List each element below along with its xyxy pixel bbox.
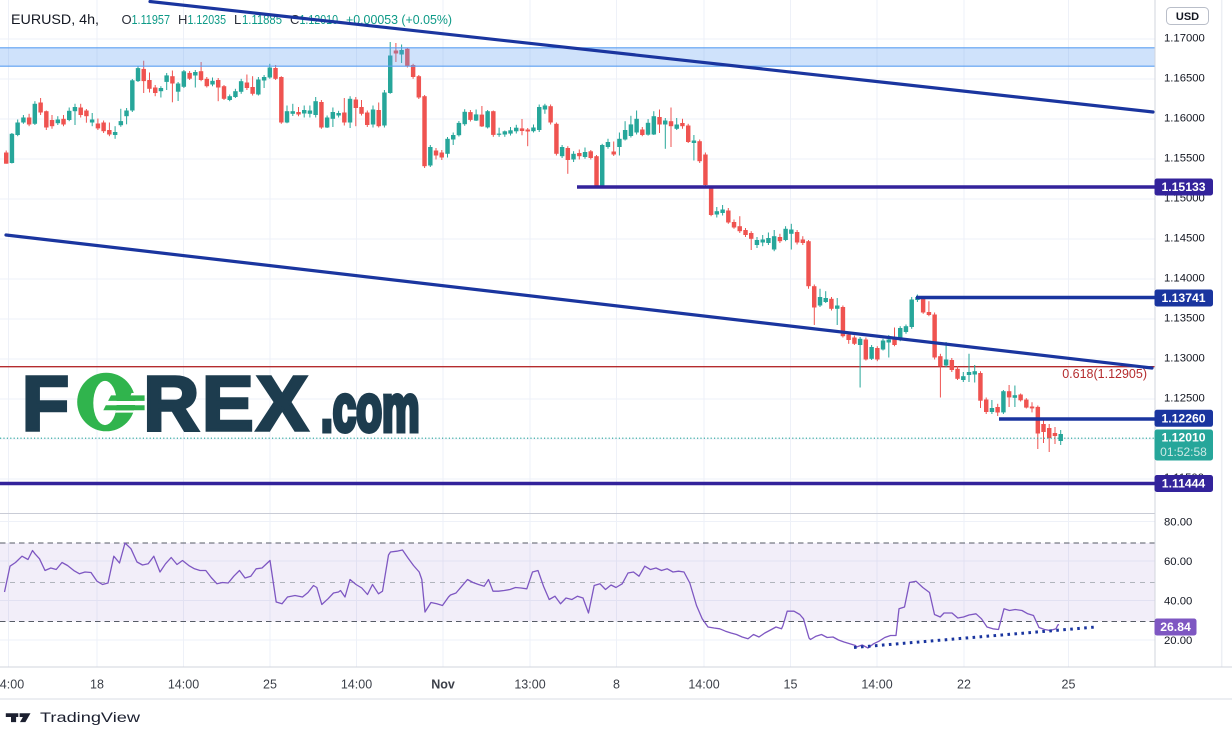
svg-text:14:00: 14:00 <box>341 678 372 692</box>
svg-text:O: O <box>122 12 132 27</box>
svg-text:26.84: 26.84 <box>1160 620 1191 634</box>
svg-text:18: 18 <box>90 678 104 692</box>
svg-text:60.00: 60.00 <box>1164 556 1192 568</box>
svg-text:14:00: 14:00 <box>688 678 719 692</box>
svg-text:1.12010: 1.12010 <box>1161 431 1205 445</box>
svg-text:1.15133: 1.15133 <box>1161 180 1205 194</box>
svg-text:80.00: 80.00 <box>1164 517 1192 529</box>
svg-text:14:00: 14:00 <box>861 678 892 692</box>
svg-text:1.15500: 1.15500 <box>1164 153 1205 165</box>
svg-text:USD: USD <box>1176 11 1199 23</box>
svg-text:Nov: Nov <box>431 678 455 692</box>
svg-text:1.16500: 1.16500 <box>1164 73 1205 85</box>
svg-text:1.16000: 1.16000 <box>1164 113 1205 125</box>
svg-text:01:52:58: 01:52:58 <box>1160 445 1207 459</box>
svg-text:F: F <box>22 361 69 447</box>
svg-text:1.11444: 1.11444 <box>1162 477 1206 491</box>
svg-text:1.12500: 1.12500 <box>1164 393 1205 405</box>
svg-text:H: H <box>178 12 187 27</box>
svg-text:REX: REX <box>144 361 311 447</box>
svg-text:1.12260: 1.12260 <box>1161 411 1205 425</box>
svg-text:0.618(1.12905): 0.618(1.12905) <box>1062 367 1147 381</box>
svg-text:1.13000: 1.13000 <box>1164 353 1205 365</box>
svg-text:1.14500: 1.14500 <box>1164 233 1205 245</box>
svg-text:40.00: 40.00 <box>1164 596 1192 608</box>
svg-text:15: 15 <box>784 678 798 692</box>
svg-text:25: 25 <box>1062 678 1076 692</box>
svg-text:20.00: 20.00 <box>1164 635 1192 647</box>
svg-text:1.13741: 1.13741 <box>1161 291 1205 305</box>
svg-text:.com: .com <box>321 371 420 445</box>
svg-text:TradingView: TradingView <box>40 710 140 725</box>
svg-text:+0.00053 (+0.05%): +0.00053 (+0.05%) <box>346 12 452 27</box>
svg-text:22: 22 <box>957 678 971 692</box>
svg-text:1.11957: 1.11957 <box>132 12 171 27</box>
svg-text:1.13500: 1.13500 <box>1164 313 1205 325</box>
svg-text:13:00: 13:00 <box>514 678 545 692</box>
svg-text:C: C <box>290 12 299 27</box>
svg-text:8: 8 <box>613 678 620 692</box>
svg-text:1.17000: 1.17000 <box>1164 33 1205 45</box>
svg-text:14:00: 14:00 <box>168 678 199 692</box>
svg-text:L: L <box>234 12 241 27</box>
svg-text:1.12035: 1.12035 <box>188 12 227 27</box>
svg-text:25: 25 <box>263 678 277 692</box>
svg-text:EURUSD, 4h,: EURUSD, 4h, <box>11 12 99 27</box>
svg-text:14:00: 14:00 <box>0 678 24 692</box>
svg-text:1.14000: 1.14000 <box>1164 273 1205 285</box>
